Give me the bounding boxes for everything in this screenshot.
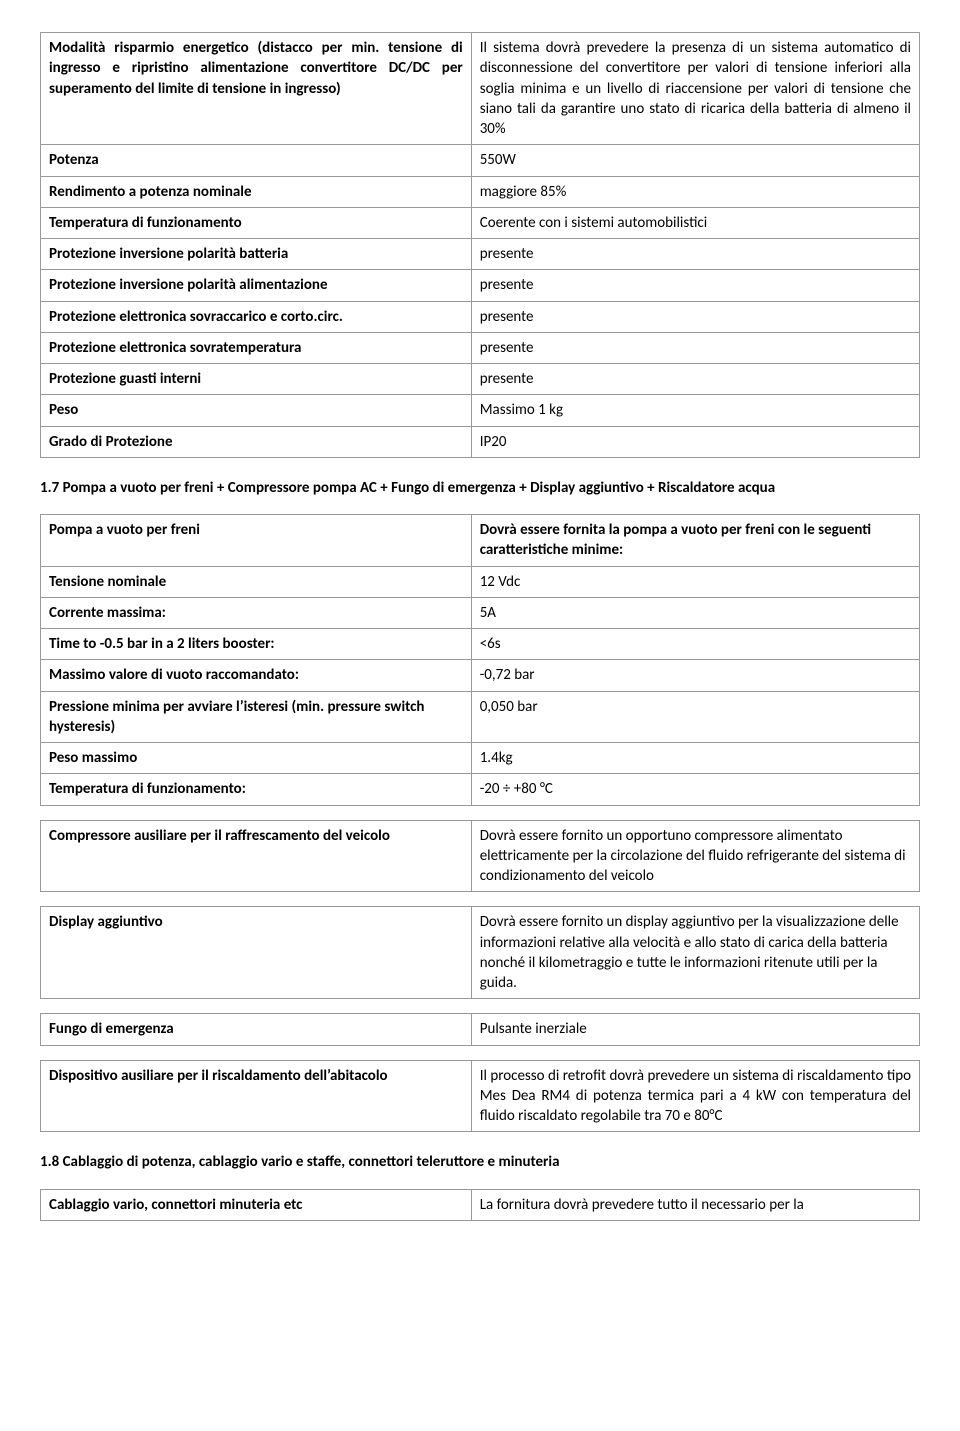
table-row: Peso massimo1.4kg: [41, 743, 920, 774]
spec-value: maggiore 85%: [471, 176, 919, 207]
table-row: Fungo di emergenzaPulsante inerziale: [41, 1014, 920, 1045]
spec-label: Display aggiuntivo: [41, 907, 472, 999]
spec-value: Massimo 1 kg: [471, 395, 919, 426]
spec-table-6-body: Dispositivo ausiliare per il riscaldamen…: [41, 1060, 920, 1132]
spec-table-2: Pompa a vuoto per freniDovrà essere forn…: [40, 514, 920, 806]
spec-label: Fungo di emergenza: [41, 1014, 472, 1045]
spec-value: -0,72 bar: [471, 660, 919, 691]
spec-label: Protezione inversione polarità batteria: [41, 239, 472, 270]
spec-table-7-body: Cablaggio vario, connettori minuteria et…: [41, 1189, 920, 1220]
spec-label: Protezione elettronica sovratemperatura: [41, 332, 472, 363]
spec-value: IP20: [471, 426, 919, 457]
spec-label: Potenza: [41, 145, 472, 176]
table-row: PesoMassimo 1 kg: [41, 395, 920, 426]
spec-label: Dispositivo ausiliare per il riscaldamen…: [41, 1060, 472, 1132]
spec-label: Pompa a vuoto per freni: [41, 515, 472, 567]
spec-label: Grado di Protezione: [41, 426, 472, 457]
spec-value: 1.4kg: [471, 743, 919, 774]
table-row: Dispositivo ausiliare per il riscaldamen…: [41, 1060, 920, 1132]
table-row: Pressione minima per avviare l’isteresi …: [41, 691, 920, 743]
table-row: Pompa a vuoto per freniDovrà essere forn…: [41, 515, 920, 567]
table-row: Compressore ausiliare per il raffrescame…: [41, 820, 920, 892]
spec-table-7: Cablaggio vario, connettori minuteria et…: [40, 1189, 920, 1221]
spec-table-3-body: Compressore ausiliare per il raffrescame…: [41, 820, 920, 892]
spec-table-3: Compressore ausiliare per il raffrescame…: [40, 820, 920, 893]
table-row: Protezione elettronica sovraccarico e co…: [41, 301, 920, 332]
spec-label: Massimo valore di vuoto raccomandato:: [41, 660, 472, 691]
spec-value: Dovrà essere fornita la pompa a vuoto pe…: [471, 515, 919, 567]
spec-table-2-body: Pompa a vuoto per freniDovrà essere forn…: [41, 515, 920, 806]
spec-value: 12 Vdc: [471, 566, 919, 597]
spec-value: presente: [471, 364, 919, 395]
table-row: Rendimento a potenza nominalemaggiore 85…: [41, 176, 920, 207]
spec-label: Rendimento a potenza nominale: [41, 176, 472, 207]
spec-table-1-body: Modalità risparmio energetico (distacco …: [41, 33, 920, 458]
table-row: Protezione inversione polarità batteriap…: [41, 239, 920, 270]
spec-value: Dovrà essere fornito un opportuno compre…: [471, 820, 919, 892]
table-row: Time to -0.5 bar in a 2 liters booster:<…: [41, 629, 920, 660]
spec-label: Temperatura di funzionamento: [41, 207, 472, 238]
spec-label: Tensione nominale: [41, 566, 472, 597]
spec-value: presente: [471, 301, 919, 332]
table-row: Potenza550W: [41, 145, 920, 176]
table-row: Protezione guasti internipresente: [41, 364, 920, 395]
table-row: Protezione inversione polarità alimentaz…: [41, 270, 920, 301]
table-row: Modalità risparmio energetico (distacco …: [41, 33, 920, 145]
spec-table-1: Modalità risparmio energetico (distacco …: [40, 32, 920, 458]
spec-table-6: Dispositivo ausiliare per il riscaldamen…: [40, 1060, 920, 1133]
spec-label: Compressore ausiliare per il raffrescame…: [41, 820, 472, 892]
table-row: Massimo valore di vuoto raccomandato:-0,…: [41, 660, 920, 691]
table-row: Temperatura di funzionamentoCoerente con…: [41, 207, 920, 238]
table-row: Tensione nominale12 Vdc: [41, 566, 920, 597]
spec-table-4-body: Display aggiuntivoDovrà essere fornito u…: [41, 907, 920, 999]
spec-label: Pressione minima per avviare l’isteresi …: [41, 691, 472, 743]
spec-label: Modalità risparmio energetico (distacco …: [41, 33, 472, 145]
spec-value: Il sistema dovrà prevedere la presenza d…: [471, 33, 919, 145]
table-row: Display aggiuntivoDovrà essere fornito u…: [41, 907, 920, 999]
spec-value: Coerente con i sistemi automobilistici: [471, 207, 919, 238]
spec-value: Il processo di retrofit dovrà prevedere …: [471, 1060, 919, 1132]
spec-label: Time to -0.5 bar in a 2 liters booster:: [41, 629, 472, 660]
spec-value: Dovrà essere fornito un display aggiunti…: [471, 907, 919, 999]
spec-value: 550W: [471, 145, 919, 176]
spec-label: Temperatura di funzionamento:: [41, 774, 472, 805]
table-row: Temperatura di funzionamento:-20 ÷ +80 °…: [41, 774, 920, 805]
spec-label: Corrente massima:: [41, 597, 472, 628]
spec-label: Cablaggio vario, connettori minuteria et…: [41, 1189, 472, 1220]
spec-table-4: Display aggiuntivoDovrà essere fornito u…: [40, 906, 920, 999]
spec-value: 5A: [471, 597, 919, 628]
spec-label: Peso: [41, 395, 472, 426]
spec-table-5-body: Fungo di emergenzaPulsante inerziale: [41, 1014, 920, 1045]
table-row: Protezione elettronica sovratemperaturap…: [41, 332, 920, 363]
table-row: Grado di ProtezioneIP20: [41, 426, 920, 457]
table-row: Cablaggio vario, connettori minuteria et…: [41, 1189, 920, 1220]
spec-value: <6s: [471, 629, 919, 660]
section-1-8-title: 1.8 Cablaggio di potenza, cablaggio vari…: [40, 1152, 920, 1172]
section-1-7-title: 1.7 Pompa a vuoto per freni + Compressor…: [40, 478, 920, 498]
spec-value: Pulsante inerziale: [471, 1014, 919, 1045]
spec-value: 0,050 bar: [471, 691, 919, 743]
spec-value: presente: [471, 239, 919, 270]
spec-value: -20 ÷ +80 °C: [471, 774, 919, 805]
spec-table-5: Fungo di emergenzaPulsante inerziale: [40, 1013, 920, 1045]
table-row: Corrente massima:5A: [41, 597, 920, 628]
spec-label: Protezione guasti interni: [41, 364, 472, 395]
spec-value: presente: [471, 332, 919, 363]
spec-value: La fornitura dovrà prevedere tutto il ne…: [471, 1189, 919, 1220]
spec-label: Peso massimo: [41, 743, 472, 774]
spec-value: presente: [471, 270, 919, 301]
spec-label: Protezione inversione polarità alimentaz…: [41, 270, 472, 301]
spec-label: Protezione elettronica sovraccarico e co…: [41, 301, 472, 332]
